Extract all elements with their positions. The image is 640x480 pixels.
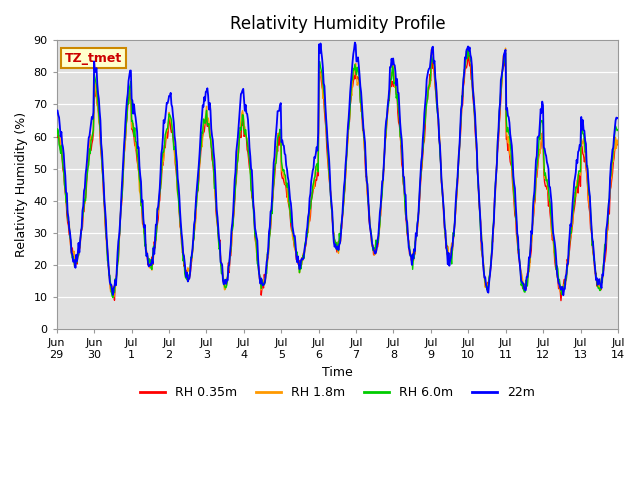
Legend: RH 0.35m, RH 1.8m, RH 6.0m, 22m: RH 0.35m, RH 1.8m, RH 6.0m, 22m [135, 381, 540, 404]
Title: Relativity Humidity Profile: Relativity Humidity Profile [230, 15, 445, 33]
Text: TZ_tmet: TZ_tmet [65, 52, 122, 65]
X-axis label: Time: Time [322, 366, 353, 379]
Y-axis label: Relativity Humidity (%): Relativity Humidity (%) [15, 112, 28, 257]
